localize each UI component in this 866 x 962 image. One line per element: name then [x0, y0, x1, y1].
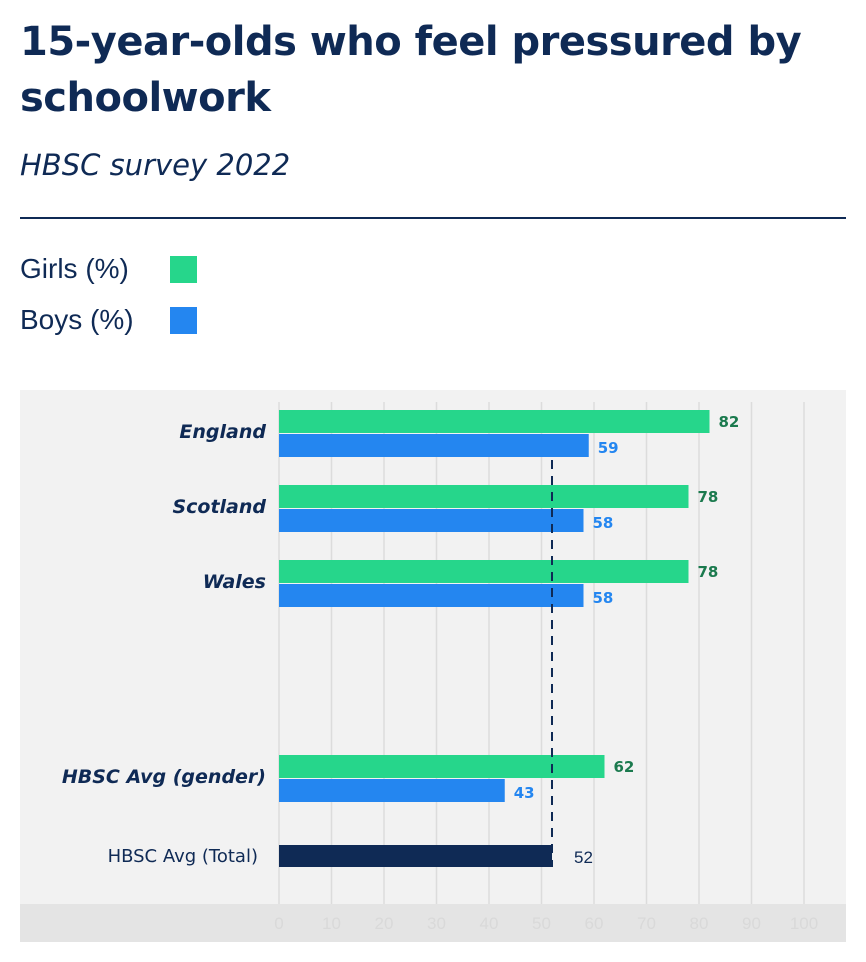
value-label-boys-england: 59 [598, 439, 619, 457]
x-tick-label-90: 90 [742, 914, 761, 933]
labels: 0 10 20 30 40 50 60 70 80 90 100 82 59 England 78 58 Sco… [62, 413, 818, 933]
legend-label-girls: Girls (%) [20, 253, 129, 284]
bar-boys-scotland [279, 509, 584, 532]
x-tick-label-100: 100 [790, 914, 818, 933]
x-tick-label-40: 40 [480, 914, 499, 933]
category-label-wales: Wales [203, 571, 266, 593]
title-divider [20, 217, 846, 219]
bar-total-hbsc-avg-total [279, 845, 552, 867]
value-label-total-hbsc-avg-total: 52 [574, 848, 593, 867]
value-label-boys-scotland: 58 [593, 514, 614, 532]
value-label-girls-hbsc-avg-gender: 62 [614, 758, 635, 776]
x-tick-label-50: 50 [532, 914, 551, 933]
value-label-girls-wales: 78 [698, 563, 719, 581]
legend-label-boys: Boys (%) [20, 304, 134, 335]
x-tick-label-60: 60 [585, 914, 604, 933]
bar-boys-england [279, 434, 589, 457]
x-tick-label-0: 0 [274, 914, 283, 933]
x-tick-label-80: 80 [690, 914, 709, 933]
chart-subtitle: HBSC survey 2022 [20, 148, 291, 182]
value-label-boys-wales: 58 [593, 589, 614, 607]
bars [279, 410, 710, 867]
legend-swatch-boys [170, 306, 197, 334]
legend-item-boys: Boys (%) [20, 303, 197, 337]
bar-boys-hbsc-avg-gender [279, 779, 505, 802]
category-label-hbsc-avg-gender: HBSC Avg (gender) [62, 766, 266, 788]
bar-girls-england [279, 410, 710, 433]
bar-girls-wales [279, 560, 689, 583]
category-label-hbsc-avg-total: HBSC Avg (Total) [108, 846, 258, 867]
category-label-england: England [179, 421, 266, 443]
x-tick-label-70: 70 [637, 914, 656, 933]
bar-boys-wales [279, 584, 584, 607]
x-axis-band [20, 904, 846, 942]
legend-swatch-girls [170, 255, 197, 283]
value-label-girls-scotland: 78 [698, 488, 719, 506]
x-tick-label-20: 20 [375, 914, 394, 933]
category-label-scotland: Scotland [172, 496, 266, 518]
bar-girls-hbsc-avg-gender [279, 755, 605, 778]
legend-item-girls: Girls (%) [20, 252, 197, 286]
value-label-girls-england: 82 [719, 413, 740, 431]
value-label-boys-hbsc-avg-gender: 43 [514, 784, 535, 802]
x-tick-label-30: 30 [427, 914, 446, 933]
x-tick-label-10: 10 [322, 914, 341, 933]
bar-girls-scotland [279, 485, 689, 508]
chart-title: 15-year-olds who feel pressured by schoo… [20, 19, 802, 121]
